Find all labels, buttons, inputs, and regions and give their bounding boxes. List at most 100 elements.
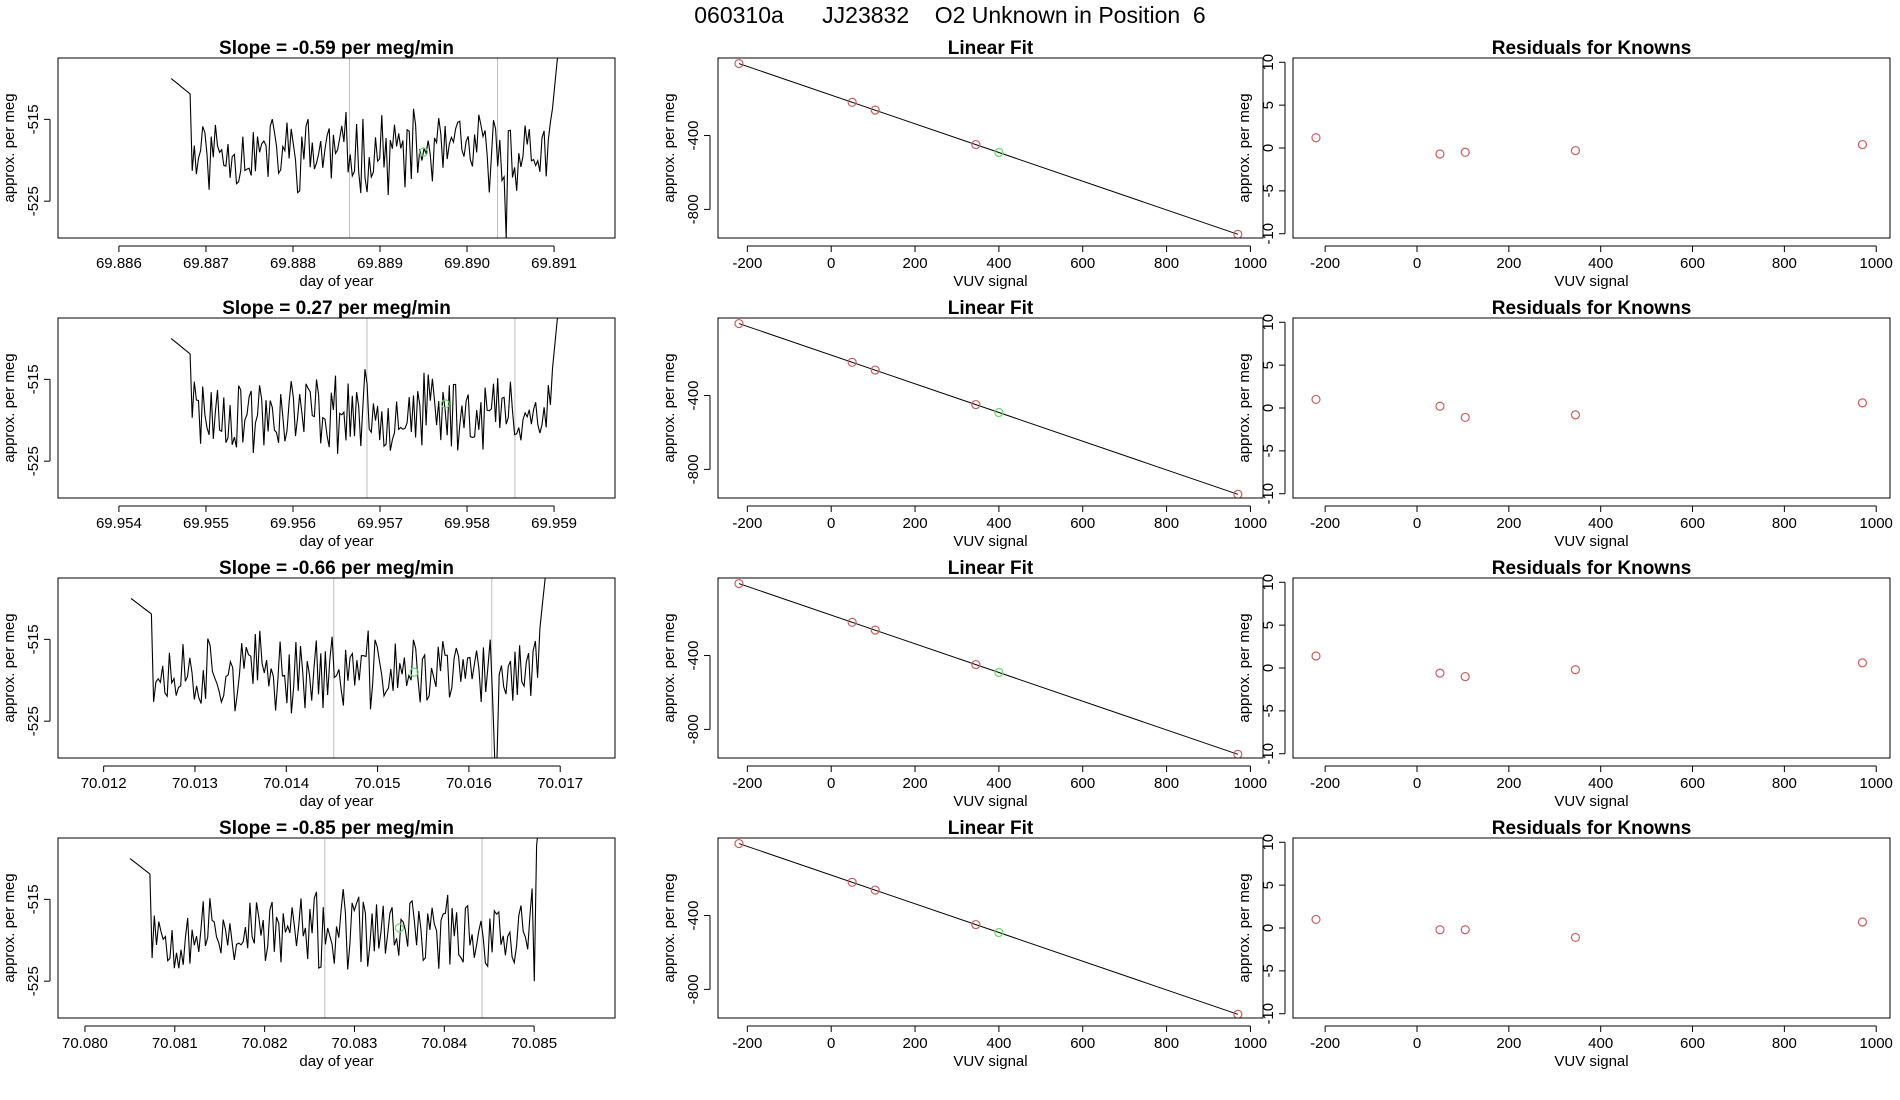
x-axis-label: VUV signal [1554, 793, 1628, 810]
x-axis-label: VUV signal [953, 273, 1027, 290]
y-axis-label: approx. per meg [1236, 353, 1253, 462]
known-point [971, 659, 981, 670]
x-axis-label: VUV signal [953, 1053, 1027, 1070]
per-meg-trace [170, 58, 558, 238]
residual-point [1570, 145, 1581, 156]
x-tick-label: 200 [903, 775, 928, 792]
residual-point [1311, 651, 1321, 661]
per-meg-trace [129, 838, 538, 982]
x-tick-label: 70.017 [537, 775, 583, 792]
panel-title: Residuals for Knowns [1492, 38, 1692, 59]
tank-id: JJ23832 [822, 2, 910, 28]
y-axis-label: approx. per meg [1, 93, 18, 202]
x-tick-label: 600 [1070, 1035, 1095, 1052]
y-tick-label: -525 [25, 186, 42, 216]
y-tick-label: -525 [25, 966, 42, 996]
y-tick-label: 0 [1260, 664, 1277, 672]
x-tick-label: 69.959 [531, 515, 577, 532]
y-axis-label: approx. per meg [1236, 613, 1253, 722]
y-tick-label: -400 [685, 121, 702, 151]
y-tick-label: 10 [1260, 314, 1277, 331]
x-tick-label: 800 [1772, 1035, 1797, 1052]
x-tick-label: 200 [1496, 1035, 1521, 1052]
position-description: O2 Unknown in Position 6 [934, 2, 1206, 28]
y-tick-label: 0 [1260, 924, 1277, 932]
known-point [1233, 229, 1243, 238]
x-tick-label: 600 [1070, 255, 1095, 272]
x-tick-label: 70.084 [421, 1035, 467, 1052]
y-axis-label: approx. per meg [661, 613, 678, 722]
residual-point [1460, 412, 1470, 423]
panel-title: Linear Fit [948, 38, 1034, 59]
plot-frame [717, 837, 1264, 1019]
x-tick-label: 69.956 [270, 515, 316, 532]
y-tick-label: 0 [1260, 144, 1277, 152]
x-tick-label: 600 [1680, 515, 1705, 532]
x-tick-label: 69.889 [357, 255, 403, 272]
plot-frame [57, 57, 616, 239]
unknown-average-point [440, 399, 450, 409]
panel-residuals-1: Residuals for Knowns-200 0 200 400 600 800 100… [1236, 298, 1893, 550]
x-tick-label: 1000 [1234, 255, 1267, 272]
x-tick-label: 800 [1772, 775, 1797, 792]
plot-frame [57, 837, 616, 1019]
x-tick-label: 69.890 [444, 255, 490, 272]
plot-frame [1292, 577, 1891, 759]
x-tick-label: 600 [1680, 255, 1705, 272]
x-tick-label: 0 [1413, 255, 1421, 272]
x-tick-label: 70.016 [446, 775, 492, 792]
fit-line [738, 843, 1239, 1015]
x-tick-label: 200 [1496, 255, 1521, 272]
known-point [1233, 1009, 1243, 1018]
y-tick-label: -5 [1260, 704, 1277, 717]
data-layer [1311, 394, 1868, 423]
residual-point [1570, 410, 1581, 420]
unknown-point [994, 147, 1004, 158]
x-tick-label: 400 [1588, 1035, 1613, 1052]
unknown-point [994, 407, 1004, 418]
x-tick-label: 600 [1070, 775, 1095, 792]
plot-frame [717, 57, 1264, 239]
fit-line [738, 323, 1239, 495]
panel-fit-0: Linear Fit -200 0 200 400 600 800 1000 VUV signa… [661, 38, 1267, 290]
x-tick-label: 0 [827, 255, 835, 272]
x-tick-label: 70.014 [263, 775, 309, 792]
x-tick-label: 70.081 [152, 1035, 198, 1052]
y-tick-label: -515 [25, 104, 42, 134]
residual-point [1460, 925, 1470, 935]
x-axis-label: VUV signal [953, 533, 1027, 550]
y-tick-label: -800 [685, 974, 702, 1004]
y-tick-label: 5 [1260, 361, 1277, 369]
x-axis-label: day of year [299, 273, 373, 290]
x-tick-label: 200 [903, 1035, 928, 1052]
x-axis-label: VUV signal [1554, 1053, 1628, 1070]
x-tick-label: 70.012 [81, 775, 127, 792]
x-tick-label: 70.013 [172, 775, 218, 792]
known-point [971, 399, 981, 410]
known-point [847, 617, 857, 627]
panel-title: Residuals for Knowns [1492, 298, 1692, 319]
known-point [1233, 749, 1243, 758]
x-tick-label: 800 [1772, 515, 1797, 532]
data-layer [1311, 651, 1868, 682]
panel-timeseries-3: Slope = -0.85 per meg/min 70.080 70.081 70.… [1, 818, 616, 1070]
residual-point [1311, 394, 1321, 405]
y-tick-label: -5 [1260, 964, 1277, 977]
x-tick-label: 69.955 [183, 515, 229, 532]
data-layer [170, 318, 558, 498]
x-tick-label: 69.888 [270, 255, 316, 272]
residual-point [1435, 401, 1445, 411]
data-layer [734, 838, 1243, 1018]
known-point [870, 625, 880, 635]
x-tick-label: 400 [1588, 255, 1613, 272]
unknown-point [994, 667, 1004, 678]
x-tick-label: 400 [1588, 515, 1613, 532]
x-tick-label: 200 [903, 255, 928, 272]
x-tick-label: 0 [1413, 515, 1421, 532]
x-tick-label: -200 [732, 515, 762, 532]
panel-title: Slope = -0.66 per meg/min [219, 558, 454, 579]
x-tick-label: 400 [986, 515, 1011, 532]
x-tick-label: -200 [1310, 1035, 1340, 1052]
unknown-average-point [394, 923, 404, 933]
x-tick-label: -200 [1310, 775, 1340, 792]
